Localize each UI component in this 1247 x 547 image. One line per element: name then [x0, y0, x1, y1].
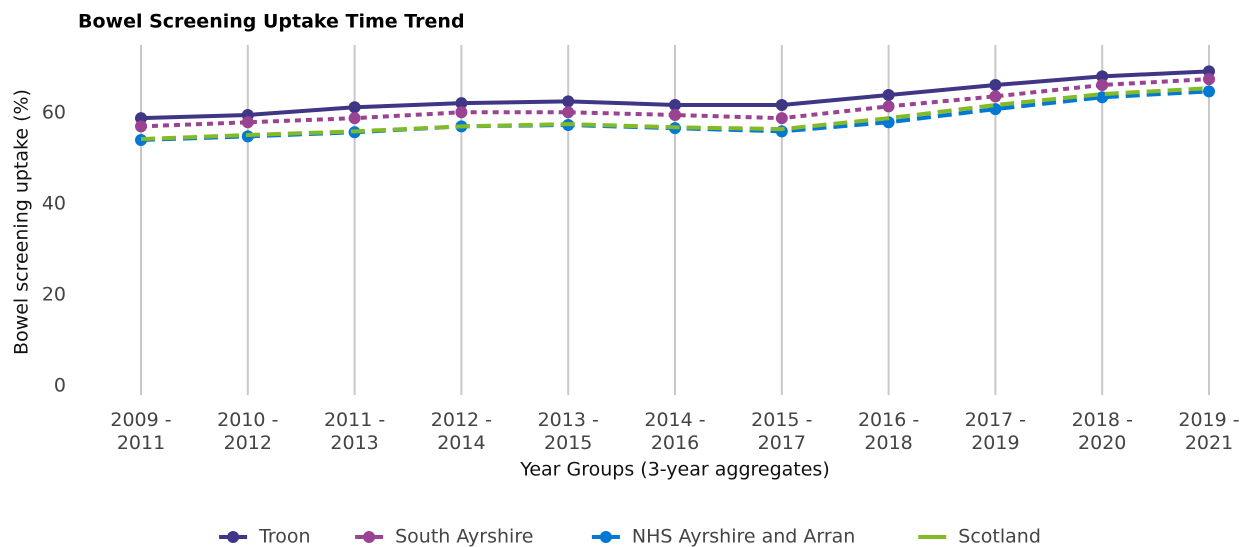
data-point — [1203, 85, 1215, 98]
x-tick-label: 2010 -2012 — [217, 409, 278, 454]
legend-label: South Ayrshire — [395, 526, 533, 547]
y-tick-label: 0 — [54, 374, 66, 396]
data-point — [241, 116, 254, 129]
y-axis-title: Bowel screening uptake (%) — [11, 89, 33, 355]
data-point — [775, 99, 788, 111]
x-tick-label: 2015 -2017 — [751, 409, 812, 454]
data-point — [882, 100, 895, 113]
x-axis-title: Year Groups (3-year aggregates) — [519, 459, 830, 481]
x-tick-label: 2018 -2020 — [1072, 409, 1133, 454]
data-point — [348, 112, 361, 125]
x-tick-label: 2013 -2015 — [538, 409, 599, 454]
data-point — [455, 106, 468, 119]
x-tick-label: 2012 -2014 — [431, 409, 492, 454]
data-point — [135, 120, 147, 133]
legend-marker — [363, 531, 376, 543]
legend-label: Scotland — [958, 526, 1041, 547]
x-tick-label: 2016 -2018 — [858, 409, 919, 454]
legend-label: NHS Ayrshire and Arran — [632, 526, 855, 547]
data-point — [1096, 70, 1109, 83]
x-tick-label: 2017 -2019 — [965, 409, 1026, 454]
data-point — [348, 101, 361, 114]
legend-marker — [599, 531, 612, 543]
y-tick-label: 60 — [42, 102, 66, 124]
data-point — [669, 99, 681, 111]
data-point — [455, 97, 468, 110]
data-point — [562, 95, 575, 108]
chart-title: Bowel Screening Uptake Time Trend — [78, 11, 465, 33]
data-point — [775, 112, 788, 125]
legend-marker — [227, 531, 240, 543]
data-point — [989, 90, 1002, 103]
x-tick-label: 2019 -2021 — [1178, 409, 1239, 454]
y-tick-label: 20 — [42, 284, 66, 306]
data-point — [562, 106, 575, 119]
data-point — [1203, 73, 1215, 86]
data-point — [1096, 79, 1109, 91]
data-point — [989, 79, 1002, 91]
y-tick-label: 40 — [42, 193, 66, 215]
data-point — [882, 89, 895, 101]
legend-label: Troon — [258, 526, 311, 547]
data-point — [669, 109, 681, 121]
series-line — [140, 86, 1210, 142]
x-tick-label: 2011 -2013 — [324, 409, 385, 454]
series-line — [140, 77, 1210, 129]
x-tick-label: 2014 -2016 — [644, 409, 705, 454]
x-tick-label: 2009 -2011 — [110, 409, 171, 454]
